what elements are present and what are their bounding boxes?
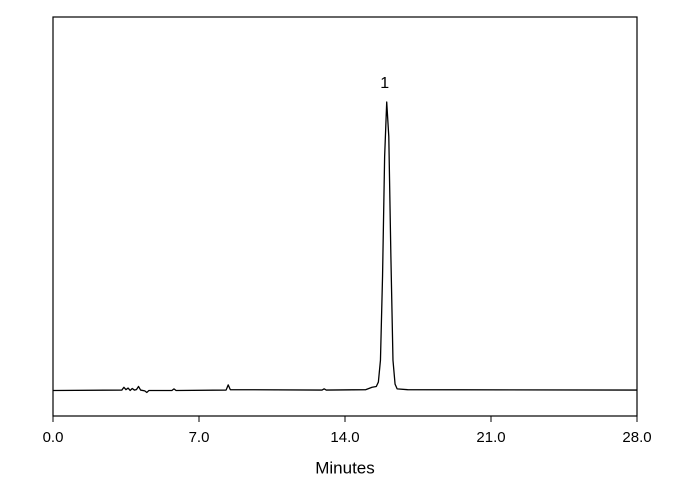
x-tick-label: 0.0 <box>43 429 64 446</box>
x-tick-label: 7.0 <box>189 429 210 446</box>
x-axis-label: Minutes <box>315 458 375 477</box>
line <box>52 101 638 394</box>
plot-frame <box>52 16 638 417</box>
x-tick-label: 21.0 <box>476 429 505 446</box>
peak-label: 1 <box>380 75 389 92</box>
x-tick-label: 14.0 <box>330 429 359 446</box>
x-tick-label: 28.0 <box>622 429 651 446</box>
